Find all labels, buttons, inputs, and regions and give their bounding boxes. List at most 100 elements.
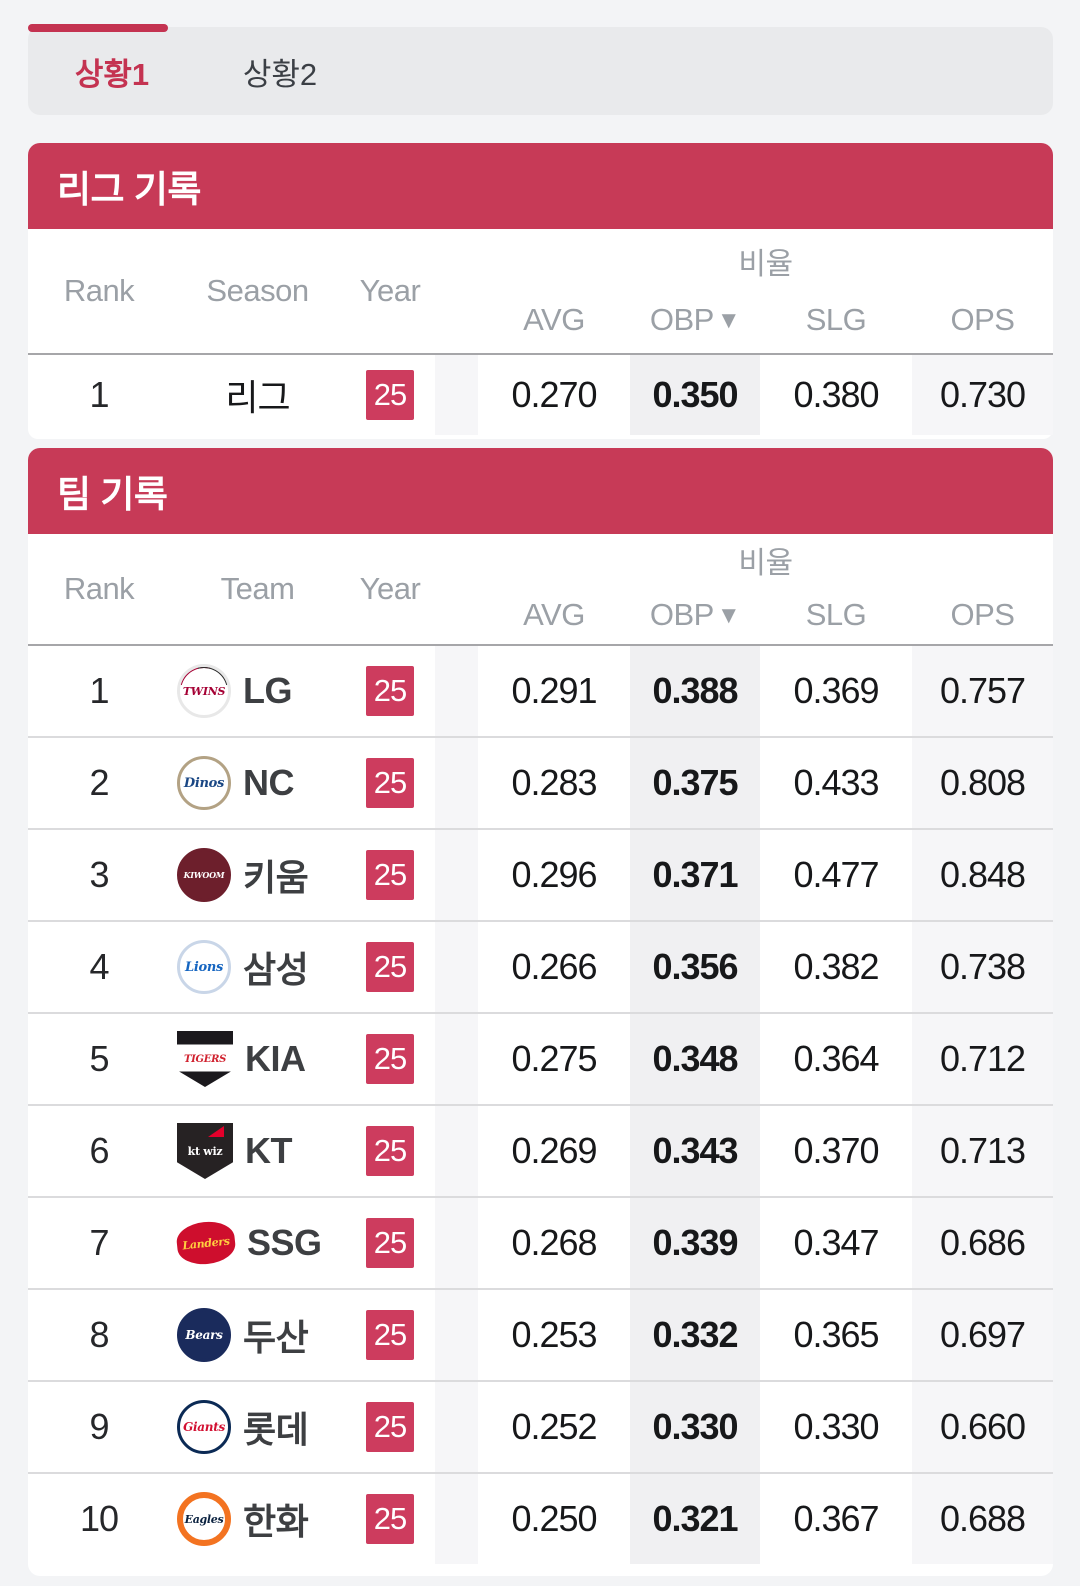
sort-desc-icon: ▼ [716,602,741,629]
stat-avg-cell: 0.253 [511,1314,597,1355]
stat-avg-cell: 0.268 [511,1222,597,1263]
rank-cell: 9 [89,1406,109,1447]
entity-cell: Dinos NC [170,738,345,828]
column-header-avg[interactable]: AVG [523,597,585,632]
team-logo-label: TWINS [182,684,226,698]
column-header-entity: Team [220,571,295,606]
team-name-label: 키움 [243,857,309,898]
stat-slg-cell: 0.347 [793,1222,879,1263]
team-logo-lotte: Giants [177,1400,231,1454]
stat-obp-cell: 0.371 [630,830,760,920]
stat-ops-cell: 0.713 [912,1106,1053,1196]
column-header-rank: Rank [63,273,135,308]
table-row: 6 kt wiz KT 25 0.269 0.343 0.370 0.713 [28,1104,1053,1196]
team-logo-label: Bears [185,1328,223,1342]
spacer-cell [435,922,478,1012]
stat-obp-cell: 0.343 [630,1106,760,1196]
stat-ops-cell: 0.757 [912,646,1053,736]
table-row: 9 Giants 롯데 25 0.252 0.330 0.330 0.660 [28,1380,1053,1472]
column-header-year: Year [359,273,421,308]
year-badge: 25 [366,1218,414,1268]
team-name-label: 삼성 [243,949,309,990]
table-row: 8 Bears 두산 25 0.253 0.332 0.365 0.697 [28,1288,1053,1380]
team-logo-nc: Dinos [177,756,231,810]
column-header-rank: Rank [63,571,135,606]
stat-obp-cell: 0.332 [630,1290,760,1380]
team-logo-label: Eagles [184,1512,224,1526]
year-badge: 25 [366,1034,414,1084]
table-row: 7 Landers SSG 25 0.268 0.339 0.347 0.686 [28,1196,1053,1288]
stat-slg-cell: 0.367 [793,1498,879,1539]
column-header-slg[interactable]: SLG [805,597,867,632]
team-logo-doosan: Bears [177,1308,231,1362]
entity-cell: KIWOOM 키움 [170,830,345,920]
stat-ops-cell: 0.688 [912,1474,1053,1564]
table-row: 1 리그 25 0.270 0.350 0.380 0.730 [28,355,1053,435]
tab-situation-1[interactable]: 상황1 [74,56,150,92]
year-badge: 25 [366,1494,414,1544]
stat-avg-cell: 0.269 [511,1130,597,1171]
tab-bar: 상황1 상황2 [28,24,1053,115]
stat-avg-cell: 0.250 [511,1498,597,1539]
spacer-cell [435,1474,478,1564]
stat-avg-cell: 0.283 [511,762,597,803]
team-logo-label: Dinos [183,775,225,791]
stat-ops-cell: 0.808 [912,738,1053,828]
team-logo-label: Landers [181,1234,231,1252]
column-header-ops[interactable]: OPS [950,597,1015,632]
year-badge: 25 [366,850,414,900]
team-logo-kiwoom: KIWOOM [177,848,231,902]
column-header-avg[interactable]: AVG [523,302,585,337]
tab-situation-2[interactable]: 상황2 [242,56,318,92]
table-row: 3 KIWOOM 키움 25 0.296 0.371 0.477 0.848 [28,828,1053,920]
team-name-label: LG [243,670,293,711]
season-name-label: 리그 [225,377,290,418]
league-record-section: 리그 기록 Rank Season Year 비율 AVG OBP ▼ SLG OPS 1 리그 2… [28,143,1053,439]
column-header-entity: Season [206,273,309,308]
spacer-cell [435,830,478,920]
rank-cell: 1 [89,670,109,711]
league-section-title: 리그 기록 [28,143,1053,229]
team-name-label: 두산 [243,1317,309,1358]
year-cell: 25 [345,830,435,920]
table-row: 4 Lions 삼성 25 0.266 0.356 0.382 0.738 [28,920,1053,1012]
table-row: 10 Eagles 한화 25 0.250 0.321 0.367 0.688 [28,1472,1053,1564]
league-table: Rank Season Year 비율 AVG OBP ▼ SLG OPS 1 리그 25 0.270… [28,229,1053,439]
team-logo-label: Giants [183,1420,225,1434]
stat-slg-cell: 0.433 [793,762,879,803]
stat-ops-cell: 0.712 [912,1014,1053,1104]
league-table-header: Rank Season Year 비율 AVG OBP ▼ SLG OPS [28,229,1053,355]
stat-slg-cell: 0.330 [793,1406,879,1447]
rank-cell: 1 [89,374,109,415]
team-logo-samsung: Lions [177,940,231,994]
spacer-cell [435,1014,478,1104]
spacer-cell [435,1198,478,1288]
spacer-cell [435,1106,478,1196]
rank-cell: 3 [89,854,109,895]
stat-avg-cell: 0.252 [511,1406,597,1447]
column-header-year: Year [359,571,421,606]
team-table-header: Rank Team Year 비율 AVG OBP ▼ SLG OPS [28,534,1053,646]
year-cell: 25 [345,922,435,1012]
stat-slg-cell: 0.382 [793,946,879,987]
stat-obp-cell: 0.375 [630,738,760,828]
column-header-slg[interactable]: SLG [805,302,867,337]
stat-ops-cell: 0.697 [912,1290,1053,1380]
stat-slg-cell: 0.364 [793,1038,879,1079]
year-badge: 25 [366,1310,414,1360]
stat-obp-cell: 0.330 [630,1382,760,1472]
year-badge: 25 [366,666,414,716]
stat-obp-cell: 0.388 [630,646,760,736]
column-header-ops[interactable]: OPS [950,302,1015,337]
team-logo-label: TIGERS [183,1053,226,1065]
year-badge: 25 [366,1402,414,1452]
year-badge: 25 [366,942,414,992]
year-cell: 25 [345,355,435,435]
column-header-obp[interactable]: OBP ▼ [649,302,741,337]
team-name-label: KT [245,1130,293,1171]
stat-ops-cell: 0.738 [912,922,1053,1012]
team-table-body: 1 TWINS LG 25 0.291 0.388 0.369 0.757 2 Dinos NC 25… [28,646,1053,1564]
year-badge: 25 [366,1126,414,1176]
year-cell: 25 [345,1474,435,1564]
column-header-obp[interactable]: OBP ▼ [649,597,741,632]
